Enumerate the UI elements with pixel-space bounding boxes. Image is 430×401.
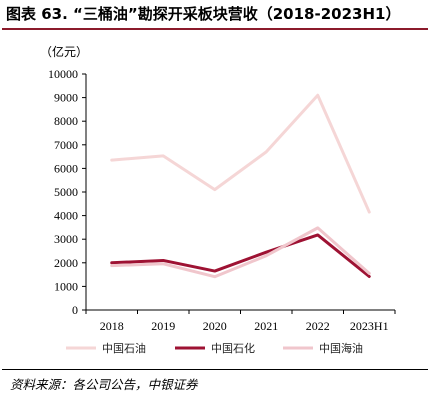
legend-label: 中国石油 bbox=[102, 341, 146, 355]
y-tick-label: 6000 bbox=[54, 161, 78, 175]
legend: 中国石油 中国石化 中国海油 bbox=[66, 341, 363, 355]
x-tick-label: 2018 bbox=[100, 319, 124, 333]
series-line-2 bbox=[110, 226, 371, 279]
x-tick-label: 2019 bbox=[151, 319, 175, 333]
figure-title: 图表 63. “三桶油”勘探开采板块营收（2018-2023H1） bbox=[6, 5, 401, 23]
title-divider bbox=[2, 28, 428, 30]
x-axis-ticks: 2018 2019 2020 2021 2022 2023H1 bbox=[85, 310, 396, 333]
legend-label: 中国海油 bbox=[319, 341, 363, 355]
x-tick-label: 2023H1 bbox=[350, 319, 389, 333]
series-line-1 bbox=[110, 233, 371, 278]
y-tick-label: 5000 bbox=[54, 185, 78, 199]
x-tick-label: 2020 bbox=[203, 319, 227, 333]
y-tick-label: 3000 bbox=[54, 232, 78, 246]
source-divider bbox=[2, 369, 428, 370]
y-tick-label: 10000 bbox=[48, 67, 78, 81]
y-tick-label: 8000 bbox=[54, 114, 78, 128]
series-lines bbox=[110, 93, 371, 279]
legend-label: 中国石化 bbox=[211, 341, 255, 355]
y-tick-label: 7000 bbox=[54, 138, 78, 152]
y-axis-unit-label: （亿元） bbox=[40, 44, 88, 59]
x-tick-label: 2022 bbox=[306, 319, 330, 333]
series-line-0 bbox=[110, 93, 371, 214]
y-tick-label: 9000 bbox=[54, 91, 78, 105]
y-tick-label: 4000 bbox=[54, 209, 78, 223]
y-tick-label: 0 bbox=[72, 303, 78, 317]
x-tick-label: 2021 bbox=[254, 319, 278, 333]
y-tick-label: 1000 bbox=[54, 279, 78, 293]
y-tick-label: 2000 bbox=[54, 256, 78, 270]
source-note: 资料来源：各公司公告，中银证券 bbox=[10, 377, 198, 392]
y-axis-ticks: 0 1000 2000 3000 4000 5000 6000 7000 8000 9000 100… bbox=[48, 67, 86, 317]
